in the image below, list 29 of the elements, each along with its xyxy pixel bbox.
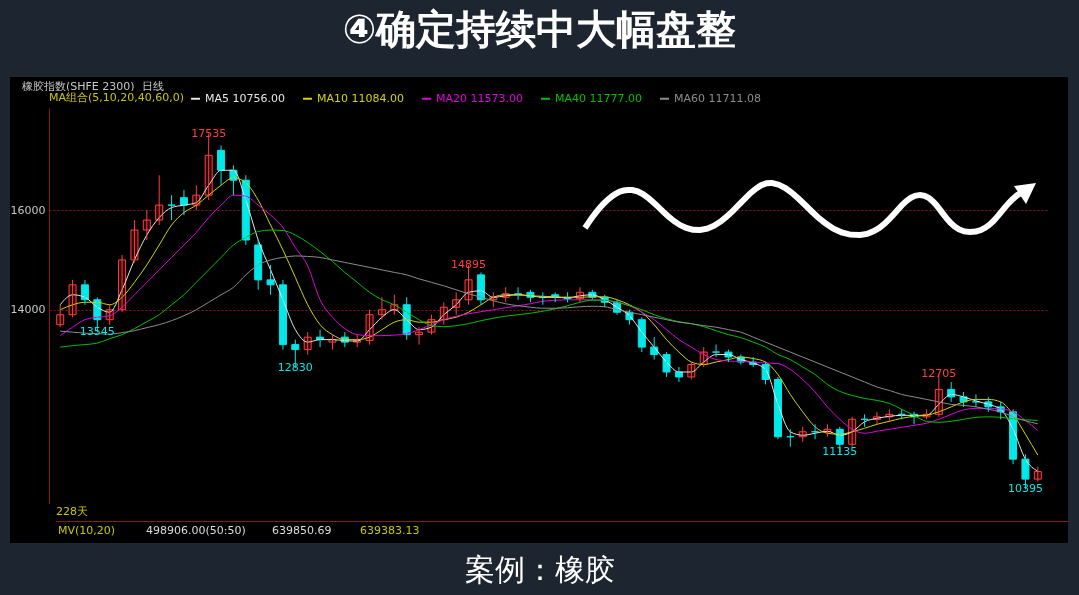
legend-label: MA5 10756.00 <box>205 91 285 105</box>
text: 639850.69 <box>272 524 332 537</box>
text: 案例：橡胶 <box>463 551 616 589</box>
y-tick-label: 16000 <box>10 203 46 217</box>
candlestick <box>662 351 671 378</box>
annotation: 14895 <box>451 258 487 272</box>
annotation: 12705 <box>921 367 957 381</box>
annotation: 228天 <box>56 504 88 519</box>
candlestick <box>266 264 275 296</box>
annotation: 11135 <box>822 445 858 459</box>
text: MV(10,20) <box>58 524 116 537</box>
legend-title: MA组合(5,10,20,40,60,0) <box>49 91 185 104</box>
annotation: 10395 <box>1007 482 1043 496</box>
legend-label: MA60 11711.08 <box>674 91 761 105</box>
chart-title: ④确定持续中大幅盘整 <box>341 5 738 54</box>
y-tick-label: 14000 <box>10 303 46 317</box>
legend-label: MA10 11084.00 <box>317 91 404 105</box>
chart-subtitle: 橡胶指数(SHFE 2300) 日线 <box>22 79 164 93</box>
text: 498906.00(50:50) <box>146 524 246 537</box>
annotation: 12830 <box>277 361 313 375</box>
text: 639383.13 <box>360 524 420 537</box>
candlestick <box>68 279 77 318</box>
candlestick <box>142 209 151 241</box>
legend-label: MA40 11777.00 <box>555 91 642 105</box>
candlestick <box>1033 466 1042 483</box>
legend-label: MA20 11573.00 <box>436 91 523 105</box>
candlestick <box>130 219 139 263</box>
annotation: 17535 <box>191 126 227 140</box>
annotation: 13545 <box>79 325 115 339</box>
